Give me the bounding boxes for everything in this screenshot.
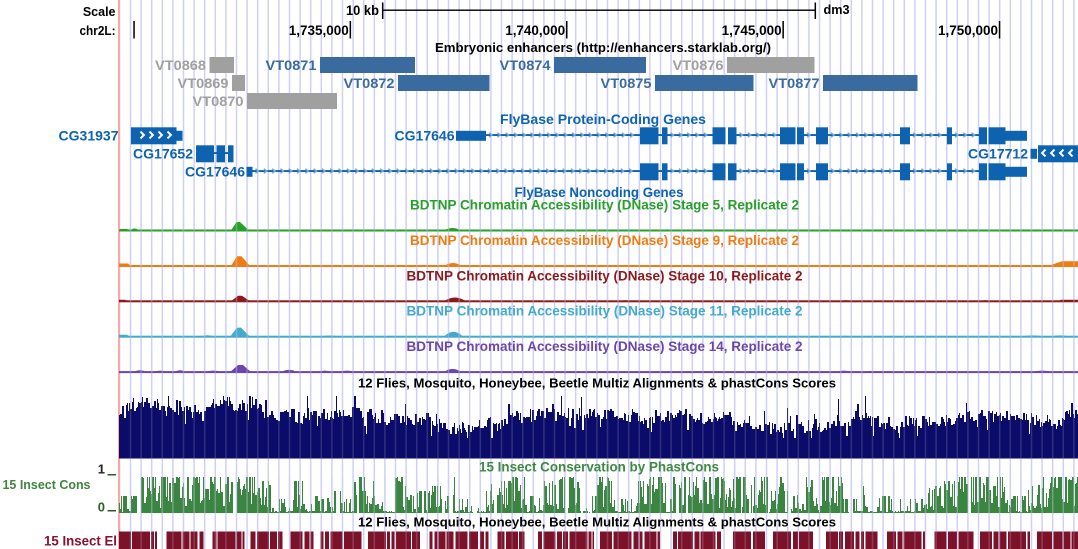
svg-text:BDTNP Chromatin Accessibility: BDTNP Chromatin Accessibility (DNase) St… — [410, 233, 799, 248]
svg-text:FlyBase Noncoding Genes: FlyBase Noncoding Genes — [515, 185, 684, 200]
svg-text:12 Flies, Mosquito, Honeybee,: 12 Flies, Mosquito, Honeybee, Beetle Mul… — [358, 515, 836, 530]
svg-text:chr2L:: chr2L: — [80, 24, 116, 38]
svg-text:15 Insect Conservation by Phas: 15 Insect Conservation by PhastCons — [479, 460, 719, 475]
svg-text:1,735,000: 1,735,000 — [289, 23, 349, 38]
svg-text:dm3: dm3 — [824, 3, 850, 17]
svg-text:CG31937: CG31937 — [59, 128, 119, 144]
svg-text:FlyBase Protein-Coding Genes: FlyBase Protein-Coding Genes — [500, 111, 706, 127]
svg-text:VT0870: VT0870 — [193, 93, 244, 109]
svg-text:Scale: Scale — [83, 5, 116, 19]
svg-text:1,740,000: 1,740,000 — [505, 23, 565, 38]
svg-text:VT0875: VT0875 — [601, 75, 652, 91]
svg-text:BDTNP Chromatin Accessibility: BDTNP Chromatin Accessibility (DNase) St… — [407, 304, 803, 319]
svg-text:12 Flies, Mosquito, Honeybee,: 12 Flies, Mosquito, Honeybee, Beetle Mul… — [358, 376, 836, 391]
svg-text:VT0874: VT0874 — [500, 57, 551, 73]
svg-text:VT0877: VT0877 — [769, 75, 820, 91]
svg-text:10 kb: 10 kb — [346, 3, 379, 18]
svg-text:1: 1 — [98, 462, 105, 477]
svg-text:0: 0 — [98, 500, 105, 515]
svg-text:CG17646: CG17646 — [185, 164, 245, 180]
svg-text:Embryonic enhancers (http://en: Embryonic enhancers (http://enhancers.st… — [435, 40, 771, 55]
svg-text:BDTNP Chromatin Accessibility: BDTNP Chromatin Accessibility (DNase) St… — [410, 198, 799, 213]
svg-text:VT0871: VT0871 — [266, 57, 317, 73]
svg-text:VT0868: VT0868 — [155, 57, 206, 73]
svg-text:CG17712: CG17712 — [968, 146, 1028, 162]
svg-text:CG17652: CG17652 — [133, 146, 193, 162]
svg-text:VT0876: VT0876 — [673, 57, 724, 73]
svg-text:BDTNP Chromatin Accessibility: BDTNP Chromatin Accessibility (DNase) St… — [407, 339, 803, 354]
svg-text:VT0869: VT0869 — [178, 75, 229, 91]
svg-text:BDTNP Chromatin Accessibility: BDTNP Chromatin Accessibility (DNase) St… — [407, 268, 803, 283]
svg-text:15 Insect Cons: 15 Insect Cons — [3, 478, 91, 492]
svg-text:15 Insect El: 15 Insect El — [44, 534, 117, 549]
svg-text:1,750,000: 1,750,000 — [938, 23, 998, 38]
svg-text:VT0872: VT0872 — [344, 75, 395, 91]
svg-text:1,745,000: 1,745,000 — [722, 23, 782, 38]
svg-text:CG17646: CG17646 — [395, 128, 455, 144]
